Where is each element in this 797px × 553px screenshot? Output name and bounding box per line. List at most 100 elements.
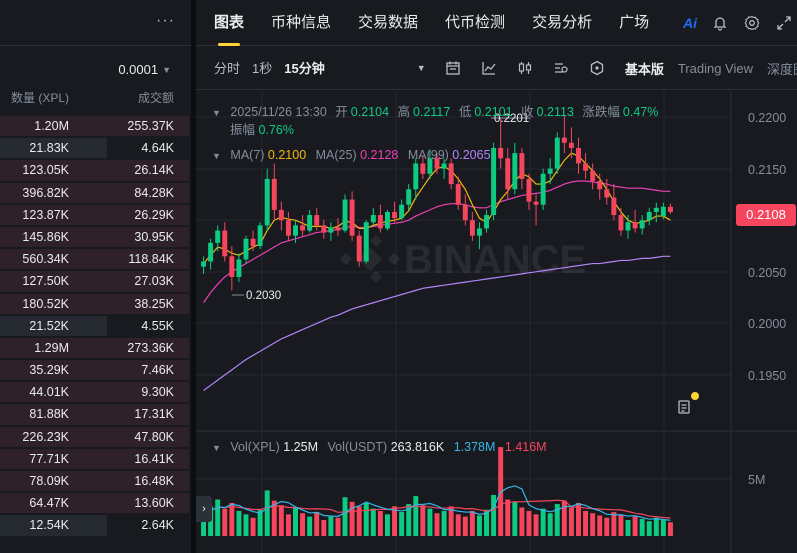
vol-collapse-icon[interactable]: ▼ xyxy=(212,443,221,453)
volume-bar xyxy=(363,502,369,536)
vol-xpl-label: Vol(XPL) xyxy=(230,440,280,454)
volume-bar xyxy=(349,501,355,536)
candle-body xyxy=(208,242,214,262)
volume-bar xyxy=(257,509,263,536)
candle-body xyxy=(632,222,638,229)
draw-tools-icon[interactable] xyxy=(552,59,570,77)
row-quantity: 560.34K xyxy=(22,252,69,267)
interval-dropdown-icon[interactable]: ▼ xyxy=(416,62,426,73)
order-book-row[interactable]: 1.20M 255.37K xyxy=(0,115,191,137)
view-tradingview[interactable]: Trading View xyxy=(677,60,753,76)
order-book-row[interactable]: 21.83K 4.64K xyxy=(0,137,191,159)
order-book-row[interactable]: 35.29K 7.46K xyxy=(0,359,191,381)
header-icons: Ai xyxy=(683,0,797,46)
candle-body xyxy=(264,178,270,226)
candle-body xyxy=(420,163,426,174)
order-book-row[interactable]: 81.88K 17.31K xyxy=(0,403,191,425)
order-book-row[interactable]: 78.09K 16.48K xyxy=(0,470,191,492)
candle-body xyxy=(604,189,610,198)
volume-bar xyxy=(271,500,277,536)
volume-bar xyxy=(413,496,419,536)
ai-icon[interactable]: Ai xyxy=(683,15,697,31)
order-book-row[interactable]: 396.82K 84.28K xyxy=(0,182,191,204)
interval-timeline[interactable]: 分时 xyxy=(214,61,241,76)
low-value: 0.2101 xyxy=(474,105,513,119)
order-book-row[interactable]: 123.87K 26.29K xyxy=(0,204,191,226)
col-total: 成交额 xyxy=(137,91,174,105)
order-book-row[interactable]: 226.23K 47.80K xyxy=(0,426,191,448)
order-book-row[interactable]: 64.47K 13.60K xyxy=(0,492,191,514)
depth-bar xyxy=(0,204,190,225)
vol-xpl-value: 1.25M xyxy=(283,440,318,454)
candle-body xyxy=(533,201,539,205)
row-total: 17.31K xyxy=(134,407,174,422)
interval-15m[interactable]: 15分钟 xyxy=(284,61,325,76)
candle-type-icon[interactable] xyxy=(516,59,534,77)
candle-body xyxy=(413,163,419,190)
notification-dot xyxy=(691,392,699,400)
order-book-row[interactable]: 44.01K 9.30K xyxy=(0,381,191,403)
candle-body xyxy=(618,215,624,231)
vol-ma1-value: 1.378M xyxy=(453,440,496,454)
candle-body xyxy=(625,222,631,231)
volume-bar xyxy=(293,507,298,536)
depth-bar xyxy=(0,493,190,514)
order-book-row[interactable]: 77.71K 16.41K xyxy=(0,448,191,470)
vol-usdt-value: 263.816K xyxy=(390,440,445,454)
row-quantity: 1.20M xyxy=(34,119,69,133)
volume-bar xyxy=(618,514,624,536)
order-book-row[interactable]: 12.54K 2.64K xyxy=(0,514,191,536)
candle-body xyxy=(356,235,362,262)
volume-bar xyxy=(512,501,518,536)
order-book-row[interactable]: 145.86K 30.95K xyxy=(0,226,191,248)
volume-bar xyxy=(646,521,652,536)
volume-bar xyxy=(625,520,631,536)
shield-icon[interactable] xyxy=(588,59,606,77)
interval-1s[interactable]: 1秒 xyxy=(252,61,273,76)
candle-body xyxy=(243,238,249,260)
order-book-row[interactable]: 1.29M 273.36K xyxy=(0,337,191,359)
settings-icon[interactable] xyxy=(743,14,761,32)
more-icon[interactable]: ··· xyxy=(156,12,175,29)
tab-trading-data[interactable]: 交易数据 xyxy=(358,13,419,31)
candle-body xyxy=(250,238,256,246)
candle-body xyxy=(257,225,263,246)
tab-square[interactable]: 广场 xyxy=(619,13,650,31)
tab-coin-info[interactable]: 币种信息 xyxy=(271,13,332,31)
calendar-icon[interactable] xyxy=(444,59,462,77)
order-book-row[interactable]: 180.52K 38.25K xyxy=(0,293,191,315)
row-quantity: 44.01K xyxy=(29,385,69,400)
volume-bar xyxy=(462,516,468,536)
tab-trade-analysis[interactable]: 交易分析 xyxy=(532,13,593,31)
note-icon[interactable] xyxy=(676,399,692,415)
precision-select[interactable]: 0.0001 ▼ xyxy=(118,62,171,77)
row-total: 38.25K xyxy=(134,296,174,311)
view-switcher: 基本版 Trading View 深度图 xyxy=(625,46,797,90)
indicator-icon[interactable] xyxy=(480,59,498,77)
candle-body xyxy=(285,220,291,236)
order-book-row[interactable]: 127.50K 27.03K xyxy=(0,270,191,292)
candle-body xyxy=(505,158,511,190)
candle-body xyxy=(215,230,221,243)
ma-collapse-icon[interactable]: ▼ xyxy=(212,151,221,161)
chart-area[interactable]: BINANCE 0.2200 0.2150 0.2050 0.2000 0.19… xyxy=(196,91,797,553)
bell-icon[interactable] xyxy=(711,14,729,32)
depth-bar xyxy=(0,515,107,536)
volume-bar xyxy=(583,510,589,536)
order-book-row[interactable]: 123.05K 26.14K xyxy=(0,159,191,181)
row-quantity: 123.87K xyxy=(22,207,69,222)
row-total: 30.95K xyxy=(134,229,174,244)
chart-panel: 图表 币种信息 交易数据 代币检测 交易分析 广场 Ai 分时 1秒 15分钟 … xyxy=(196,0,797,553)
volume-bar xyxy=(660,520,666,536)
tab-token-check[interactable]: 代币检测 xyxy=(445,13,506,31)
order-book-row[interactable]: 21.52K 4.55K xyxy=(0,315,191,337)
row-total: 16.41K xyxy=(134,451,174,466)
order-book-row[interactable]: 560.34K 118.84K xyxy=(0,248,191,270)
expand-icon[interactable] xyxy=(775,14,793,32)
view-depth[interactable]: 深度图 xyxy=(767,61,797,77)
tab-chart[interactable]: 图表 xyxy=(214,0,244,46)
ma25-label: MA(25) xyxy=(315,148,357,162)
collapse-icon[interactable]: ▼ xyxy=(212,108,221,118)
view-basic[interactable]: 基本版 xyxy=(624,61,664,77)
chevron-right-icon[interactable]: › xyxy=(196,496,212,522)
